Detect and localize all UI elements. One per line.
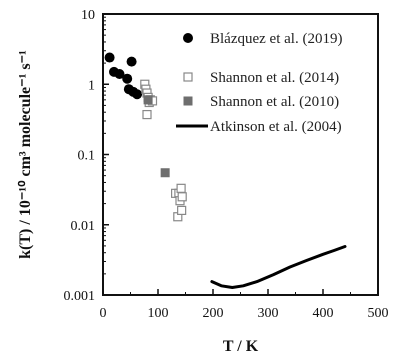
data-point xyxy=(142,109,152,120)
y-tick-label: 0.01 xyxy=(71,219,96,234)
data-point xyxy=(176,183,186,193)
y-tick-label: 10 xyxy=(81,8,95,23)
plot-frame xyxy=(102,13,379,296)
data-point xyxy=(177,192,187,202)
y-axis-title: k(T) / 10⁻¹⁰ cm³ molecule⁻¹ s⁻¹ xyxy=(17,50,34,259)
plot-area xyxy=(102,13,379,296)
x-tick-label: 500 xyxy=(368,306,389,321)
x-axis-ticks: 0 100 200 300 400 500 xyxy=(100,289,389,321)
data-point xyxy=(177,205,187,216)
legend-label: Blázquez et al. (2019) xyxy=(210,31,342,47)
x-tick-label: 100 xyxy=(148,306,169,321)
x-tick-label: 0 xyxy=(100,306,107,321)
series-line-atkinson-2004 xyxy=(210,245,347,289)
legend-marker xyxy=(183,72,193,82)
data-point xyxy=(160,168,170,178)
data-point xyxy=(122,73,133,84)
y-tick-label: 0.1 xyxy=(78,149,96,164)
series-layer xyxy=(104,52,347,289)
data-point xyxy=(143,95,153,105)
legend-marker xyxy=(183,96,193,106)
data-point xyxy=(126,56,137,67)
y-tick-label: 0.001 xyxy=(64,289,96,304)
legend-label: Atkinson et al. (2004) xyxy=(210,119,342,135)
legend-label: Shannon et al. (2014) xyxy=(210,70,339,86)
y-axis-ticks: 0.001 0.01 0.1 1 10 xyxy=(64,8,109,304)
data-point xyxy=(104,52,115,63)
x-tick-label: 400 xyxy=(313,306,334,321)
legend-marker xyxy=(183,33,193,43)
x-axis-title: T / K xyxy=(223,338,259,355)
data-point xyxy=(114,68,125,79)
x-tick-label: 200 xyxy=(203,306,224,321)
x-tick-label: 300 xyxy=(258,306,279,321)
data-point xyxy=(132,89,143,100)
y-tick-label: 1 xyxy=(88,78,95,93)
legend-label: Shannon et al. (2010) xyxy=(210,94,339,110)
legend: Blázquez et al. (2019) Shannon et al. (20… xyxy=(176,31,342,135)
